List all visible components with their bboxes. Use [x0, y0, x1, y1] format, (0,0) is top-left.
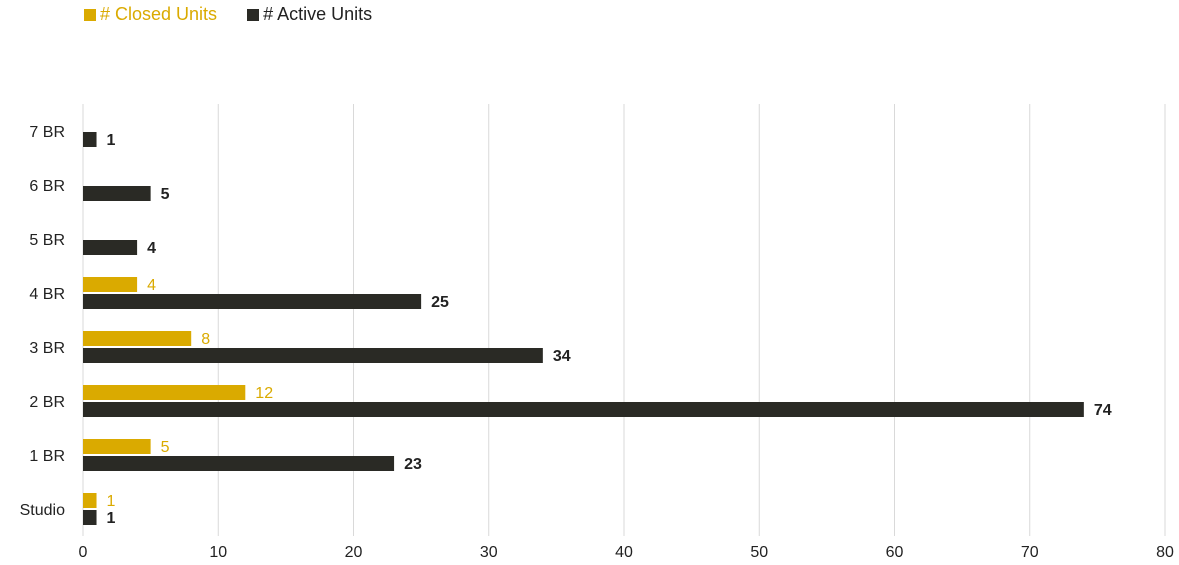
data-label-closed: 8	[201, 331, 210, 348]
legend-item-closed: # Closed Units	[84, 4, 217, 25]
legend-label-active: # Active Units	[263, 4, 373, 24]
bar-active	[83, 240, 138, 255]
data-label-active: 34	[553, 348, 571, 365]
bar-closed	[83, 277, 138, 292]
data-label-active: 4	[147, 240, 156, 257]
data-label-active: 23	[404, 456, 422, 473]
y-category-label: Studio	[20, 502, 65, 519]
legend-swatch-closed	[84, 8, 96, 21]
data-label-active: 74	[1094, 402, 1112, 419]
bar-active	[83, 186, 151, 201]
legend: # Closed Units # Active Units	[84, 4, 372, 25]
y-category-label: 3 BR	[29, 340, 65, 357]
bar-active	[83, 348, 543, 363]
bar-active	[83, 402, 1084, 417]
x-tick-label: 20	[345, 544, 363, 561]
data-label-active: 1	[107, 132, 116, 149]
y-category-label: 6 BR	[29, 178, 65, 195]
legend-swatch-active	[247, 8, 260, 21]
data-label-active: 25	[431, 294, 449, 311]
data-label-closed: 4	[147, 277, 156, 294]
data-label-active: 5	[161, 186, 170, 203]
data-label-closed: 5	[161, 439, 170, 456]
x-tick-label: 80	[1156, 544, 1174, 561]
bar-active	[83, 132, 97, 147]
bar-active	[83, 294, 422, 309]
bar-closed	[83, 385, 246, 400]
x-tick-label: 40	[615, 544, 633, 561]
y-category-label: 1 BR	[29, 448, 65, 465]
legend-item-active: # Active Units	[247, 4, 372, 25]
bar-closed	[83, 493, 97, 508]
x-tick-label: 50	[750, 544, 768, 561]
bar-active	[83, 456, 395, 471]
y-category-label: 7 BR	[29, 124, 65, 141]
y-category-label: 5 BR	[29, 232, 65, 249]
data-label-closed: 1	[107, 493, 116, 510]
x-tick-label: 30	[480, 544, 498, 561]
x-tick-label: 60	[886, 544, 904, 561]
legend-label-closed: # Closed Units	[100, 4, 218, 24]
y-category-label: 2 BR	[29, 394, 65, 411]
x-tick-label: 10	[209, 544, 227, 561]
x-tick-label: 0	[79, 544, 88, 561]
data-label-closed: 12	[255, 385, 273, 402]
bar-active	[83, 510, 97, 525]
x-tick-label: 70	[1021, 544, 1039, 561]
bar-closed	[83, 331, 192, 346]
data-label-active: 1	[107, 510, 116, 527]
bar-closed	[83, 439, 151, 454]
y-category-label: 4 BR	[29, 286, 65, 303]
